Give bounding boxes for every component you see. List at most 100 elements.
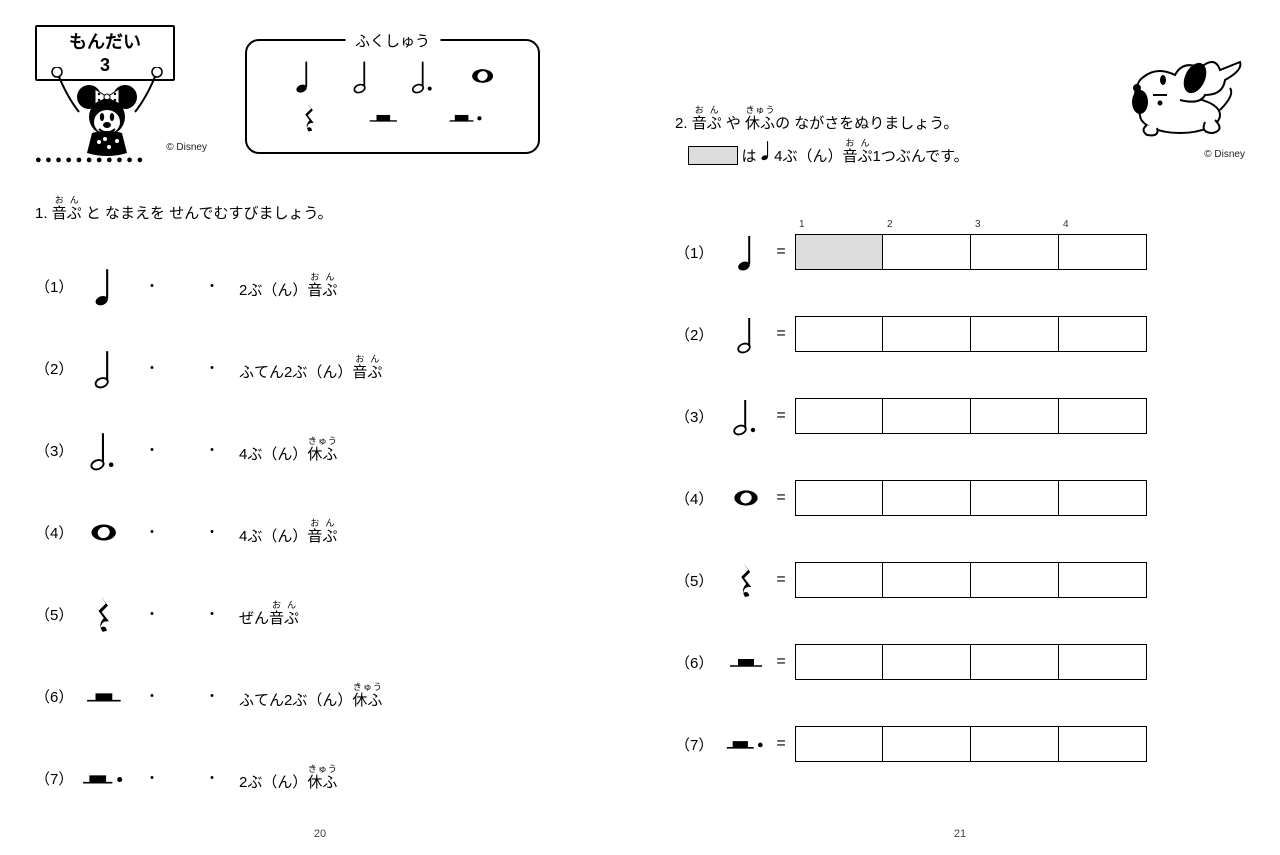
q1-dot: ・: [145, 440, 159, 460]
q2-box[interactable]: [795, 562, 883, 598]
q1-num: （2）: [35, 358, 81, 379]
q1-item: （7） ・: [35, 737, 205, 819]
q1-dot: ・: [145, 686, 159, 706]
q2-box[interactable]: [1059, 726, 1147, 762]
q2-post: の ながさをぬりましょう。: [775, 115, 958, 132]
q2-box[interactable]: [971, 480, 1059, 516]
q2-item: （5） =: [675, 539, 1245, 621]
q2-item: （4） =: [675, 457, 1245, 539]
q1-dot: ・: [205, 276, 219, 296]
q1-item: （6） ・: [35, 655, 205, 737]
q1-dot: ・: [205, 440, 219, 460]
q1-prompt-post: と なまえを せんでむすびましょう。: [82, 205, 333, 222]
whole-note-icon: [725, 477, 767, 519]
q1-label-row: ・ 2ぶ（ん）音ぷおん: [205, 245, 605, 327]
q2-box[interactable]: [971, 234, 1059, 270]
q2-eq: =: [767, 325, 795, 343]
q2-box[interactable]: [795, 726, 883, 762]
q2-box[interactable]: [795, 480, 883, 516]
q1-label: 2ぶ（ん）音ぷおん: [239, 272, 337, 300]
q1-num: （6）: [35, 686, 81, 707]
q2-l2-mid: は: [742, 148, 757, 165]
q2-boxes: [795, 398, 1147, 434]
dotted-half-rest-icon: [81, 755, 127, 801]
q2-boxes: [795, 644, 1147, 680]
q2-num: （4）: [675, 488, 725, 509]
q2-box-header: 4: [1063, 219, 1069, 230]
q2-box[interactable]: [883, 726, 971, 762]
q1-item: （3） ・: [35, 409, 205, 491]
q2-eq: =: [767, 243, 795, 261]
disney-credit-right: © Disney: [1204, 149, 1245, 160]
q1-dot: ・: [205, 686, 219, 706]
q2-box[interactable]: [883, 398, 971, 434]
half-rest-icon: [368, 109, 399, 126]
q2-l2-onpu: 音ぷおん: [842, 148, 872, 165]
q2-box[interactable]: [971, 398, 1059, 434]
q2-box-header: 3: [975, 219, 981, 230]
pluto-block: © Disney: [1105, 40, 1245, 160]
q2-item: （1） = 1234: [675, 211, 1245, 293]
q2-num: （5）: [675, 570, 725, 591]
q2-box[interactable]: [971, 726, 1059, 762]
q1-dot: ・: [145, 276, 159, 296]
q2-box[interactable]: [883, 562, 971, 598]
q2-box-header: 1: [799, 219, 805, 230]
q2-l2-unitpre: 4ぶ（ん）: [774, 148, 842, 165]
whole-note-icon: [470, 67, 495, 85]
q1-dot: ・: [205, 358, 219, 378]
half-rest-icon: [725, 641, 767, 683]
q2-box[interactable]: [1059, 316, 1147, 352]
q2-box[interactable]: [1059, 234, 1147, 270]
q2-box[interactable]: [1059, 562, 1147, 598]
page-right: 2. 音ぷおん や 休ふきゅうの ながさをぬりましょう。 は4ぶ（ん）音ぷおん1…: [640, 0, 1280, 855]
q2-box[interactable]: [883, 234, 971, 270]
q2-box[interactable]: [795, 234, 883, 270]
q1-label: 2ぶ（ん）休ふきゅう: [239, 764, 337, 792]
q1-item: （2） ・: [35, 327, 205, 409]
q1-label-row: ・ 4ぶ（ん）音ぷおん: [205, 491, 605, 573]
q2-eq: =: [767, 571, 795, 589]
q2-box[interactable]: [971, 644, 1059, 680]
q2-box[interactable]: [883, 316, 971, 352]
fukushuu-row-2: [275, 97, 510, 137]
q2-box[interactable]: [883, 480, 971, 516]
q1-dot: ・: [205, 768, 219, 788]
q2-item: （3） =: [675, 375, 1245, 457]
q2-box[interactable]: [795, 398, 883, 434]
q1-label: ふてん2ぶ（ん）休ふきゅう: [239, 682, 382, 710]
q2-kyufu: 休ふきゅう: [745, 115, 775, 132]
header-left: もんだい 3: [35, 25, 605, 165]
fukushuu-label: ふくしゅう: [345, 30, 440, 51]
q2-box[interactable]: [971, 562, 1059, 598]
q2-num: （2）: [675, 324, 725, 345]
q2-boxes: [795, 480, 1147, 516]
q2-rows: （1） = 1234（2） = （3） = （4） = （5） = （6） = …: [675, 211, 1245, 785]
q2-box[interactable]: [971, 316, 1059, 352]
q1-item: （4） ・: [35, 491, 205, 573]
q1-label: ぜん音ぷおん: [239, 600, 299, 628]
q1-dot: ・: [145, 522, 159, 542]
q2-box[interactable]: [883, 644, 971, 680]
q2-box[interactable]: [1059, 398, 1147, 434]
q2-box[interactable]: [1059, 480, 1147, 516]
q2-boxes: [795, 316, 1147, 352]
q2-box[interactable]: [795, 316, 883, 352]
whole-note-icon: [81, 509, 127, 555]
q2-boxes: 1234: [795, 234, 1147, 270]
q1-grid: （1） ・（2） ・（3） ・（4） ・（5） ・（6） ・（7） ・ ・ 2ぶ…: [35, 245, 605, 819]
swatch-icon: [688, 146, 738, 165]
q1-num: （1）: [35, 276, 81, 297]
q1-label-row: ・ ふてん2ぶ（ん）音ぷおん: [205, 327, 605, 409]
q2-box[interactable]: [1059, 644, 1147, 680]
dotted-half-note-icon: [81, 427, 127, 473]
q2-item: （2） =: [675, 293, 1245, 375]
quarter-note-inline-icon: [757, 139, 775, 161]
q1-col-symbols: （1） ・（2） ・（3） ・（4） ・（5） ・（6） ・（7） ・: [35, 245, 205, 819]
quarter-note-icon: [725, 231, 767, 273]
q2-box[interactable]: [795, 644, 883, 680]
q1-prompt-pre: 1.: [35, 205, 52, 222]
mondai-line1: もんだい: [37, 31, 173, 54]
dotted-half-note-icon: [405, 58, 442, 94]
q1-label-row: ・ 2ぶ（ん）休ふきゅう: [205, 737, 605, 819]
